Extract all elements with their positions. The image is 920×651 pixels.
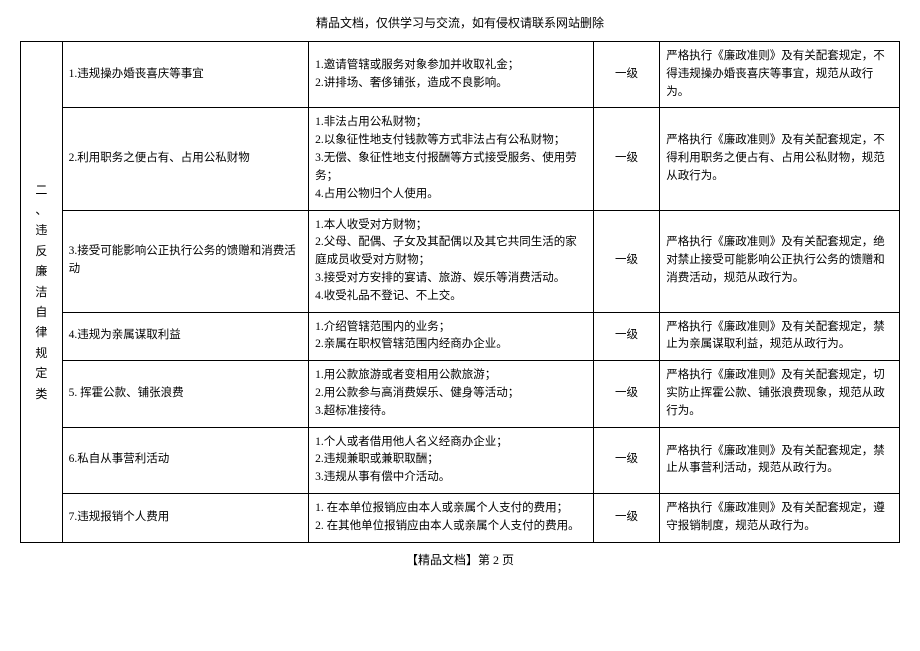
item-cell: 5. 挥霍公款、铺张浪费 bbox=[62, 361, 308, 427]
measure-cell: 严格执行《廉政准则》及有关配套规定，禁止从事营利活动，规范从政行为。 bbox=[660, 427, 900, 493]
level-cell: 一级 bbox=[593, 494, 659, 543]
details-cell: 1. 在本单位报销应由本人或亲属个人支付的费用；2. 在其他单位报销应由本人或亲… bbox=[309, 494, 594, 543]
level-cell: 一级 bbox=[593, 108, 659, 210]
page-footer-text: 【精品文档】第 2 页 bbox=[0, 543, 920, 568]
measure-cell: 严格执行《廉政准则》及有关配套规定，遵守报销制度，规范从政行为。 bbox=[660, 494, 900, 543]
details-cell: 1.个人或者借用他人名义经商办企业；2.违规兼职或兼职取酬；3.违规从事有偿中介… bbox=[309, 427, 594, 493]
table-row: 二 、 违 反 廉 洁 自 律 规 定 类 1.违规操办婚丧喜庆等事宜 1.邀请… bbox=[21, 42, 900, 108]
item-cell: 4.违规为亲属谋取利益 bbox=[62, 312, 308, 361]
details-cell: 1.非法占用公私财物；2.以象征性地支付钱款等方式非法占有公私财物；3.无偿、象… bbox=[309, 108, 594, 210]
item-cell: 1.违规操办婚丧喜庆等事宜 bbox=[62, 42, 308, 108]
category-vertical-text: 二 、 违 反 廉 洁 自 律 规 定 类 bbox=[23, 180, 60, 404]
table-row: 2.利用职务之便占有、占用公私财物 1.非法占用公私财物；2.以象征性地支付钱款… bbox=[21, 108, 900, 210]
item-cell: 2.利用职务之便占有、占用公私财物 bbox=[62, 108, 308, 210]
details-cell: 1.本人收受对方财物；2.父母、配偶、子女及其配偶以及其它共同生活的家庭成员收受… bbox=[309, 210, 594, 312]
level-cell: 一级 bbox=[593, 427, 659, 493]
category-cell: 二 、 违 反 廉 洁 自 律 规 定 类 bbox=[21, 42, 63, 543]
details-cell: 1.邀请管辖或服务对象参加并收取礼金；2.讲排场、奢侈铺张，造成不良影响。 bbox=[309, 42, 594, 108]
table-row: 7.违规报销个人费用 1. 在本单位报销应由本人或亲属个人支付的费用；2. 在其… bbox=[21, 494, 900, 543]
item-cell: 3.接受可能影响公正执行公务的馈赠和消费活动 bbox=[62, 210, 308, 312]
level-cell: 一级 bbox=[593, 42, 659, 108]
measure-cell: 严格执行《廉政准则》及有关配套规定，禁止为亲属谋取利益，规范从政行为。 bbox=[660, 312, 900, 361]
measure-cell: 严格执行《廉政准则》及有关配套规定，不得利用职务之便占有、占用公私财物，规范从政… bbox=[660, 108, 900, 210]
item-cell: 7.违规报销个人费用 bbox=[62, 494, 308, 543]
table-body: 二 、 违 反 廉 洁 自 律 规 定 类 1.违规操办婚丧喜庆等事宜 1.邀请… bbox=[21, 42, 900, 543]
level-cell: 一级 bbox=[593, 312, 659, 361]
page-header-text: 精品文档，仅供学习与交流，如有侵权请联系网站删除 bbox=[0, 0, 920, 41]
details-cell: 1.介绍管辖范围内的业务；2.亲属在职权管辖范围内经商办企业。 bbox=[309, 312, 594, 361]
level-cell: 一级 bbox=[593, 210, 659, 312]
regulation-table: 二 、 违 反 廉 洁 自 律 规 定 类 1.违规操办婚丧喜庆等事宜 1.邀请… bbox=[20, 41, 900, 543]
level-cell: 一级 bbox=[593, 361, 659, 427]
table-row: 4.违规为亲属谋取利益 1.介绍管辖范围内的业务；2.亲属在职权管辖范围内经商办… bbox=[21, 312, 900, 361]
table-row: 6.私自从事营利活动 1.个人或者借用他人名义经商办企业；2.违规兼职或兼职取酬… bbox=[21, 427, 900, 493]
table-row: 5. 挥霍公款、铺张浪费 1.用公款旅游或者变相用公款旅游；2.用公款参与高消费… bbox=[21, 361, 900, 427]
item-cell: 6.私自从事营利活动 bbox=[62, 427, 308, 493]
measure-cell: 严格执行《廉政准则》及有关配套规定，切实防止挥霍公款、铺张浪费现象，规范从政行为… bbox=[660, 361, 900, 427]
details-cell: 1.用公款旅游或者变相用公款旅游；2.用公款参与高消费娱乐、健身等活动；3.超标… bbox=[309, 361, 594, 427]
table-row: 3.接受可能影响公正执行公务的馈赠和消费活动 1.本人收受对方财物；2.父母、配… bbox=[21, 210, 900, 312]
measure-cell: 严格执行《廉政准则》及有关配套规定，绝对禁止接受可能影响公正执行公务的馈赠和消费… bbox=[660, 210, 900, 312]
measure-cell: 严格执行《廉政准则》及有关配套规定，不得违规操办婚丧喜庆等事宜，规范从政行为。 bbox=[660, 42, 900, 108]
